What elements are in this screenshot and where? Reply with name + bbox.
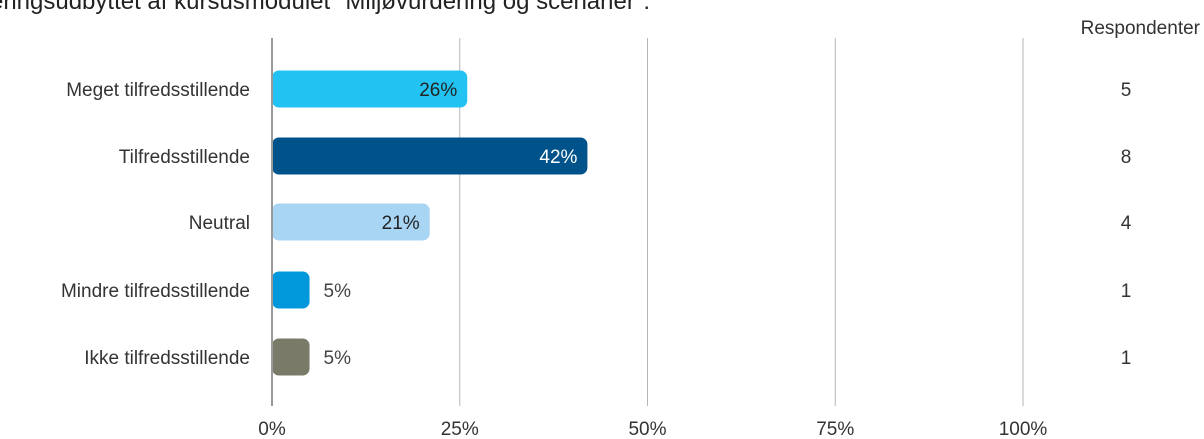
bar [272,338,310,376]
respondents-header: Respondenter [1080,18,1200,39]
x-tick-label: 25% [441,419,479,439]
x-tick-label: 0% [258,419,286,439]
bar [272,203,430,241]
data-label: 42% [539,147,577,168]
data-label: 5% [324,348,352,369]
respondent-count: 1 [1121,281,1132,302]
respondent-count: 8 [1121,147,1132,168]
category-label: Neutral [189,213,250,234]
respondent-count: 1 [1121,348,1132,369]
bar [272,137,588,175]
category-label: Ikke tilfredsstillende [84,348,250,369]
data-label: 5% [324,281,352,302]
respondent-count: 4 [1121,213,1132,234]
data-label: 26% [419,80,457,101]
bar [272,70,468,108]
x-tick-label: 100% [999,419,1048,439]
bar [272,271,310,309]
x-tick-label: 75% [816,419,854,439]
chart-title: æringsudbyttet af kursusmodulet "Miljøvu… [0,0,650,15]
category-label: Mindre tilfredsstillende [61,281,250,302]
category-label: Meget tilfredsstillende [66,80,250,101]
x-tick-label: 50% [628,419,666,439]
data-label: 21% [382,213,420,234]
respondent-count: 5 [1121,80,1132,101]
category-label: Tilfredsstillende [119,147,250,168]
